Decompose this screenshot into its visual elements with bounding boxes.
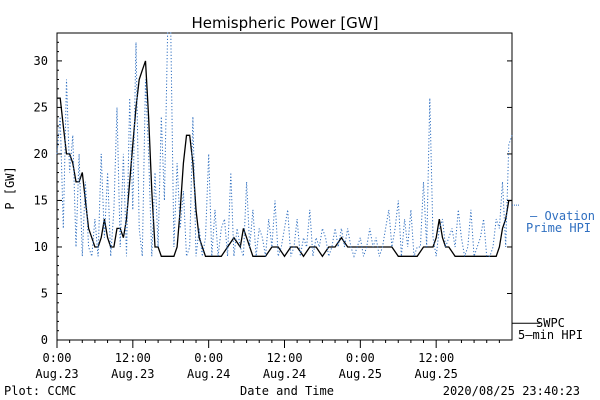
- plot-frame: [56, 32, 513, 341]
- x-tick-date-3: Aug.24: [263, 367, 306, 381]
- x-tick-date-4: Aug.25: [339, 367, 382, 381]
- y-axis-label: P [GW]: [3, 166, 17, 209]
- x-tick-date-0: Aug.23: [35, 367, 78, 381]
- x-axis-label: Date and Time: [240, 384, 334, 398]
- chart-title: Hemispheric Power [GW]: [192, 14, 379, 32]
- x-tick-date-5: Aug.25: [414, 367, 457, 381]
- x-tick-time-1: 12:00: [115, 351, 151, 365]
- x-tick-time-0: 0:00: [43, 351, 72, 365]
- x-tick-date-1: Aug.23: [111, 367, 154, 381]
- legend-swpc-line2: 5—min HPI: [518, 328, 583, 342]
- y-tick-label-5: 25: [34, 100, 48, 114]
- x-tick-date-2: Aug.24: [187, 367, 230, 381]
- footer-credit: Plot: CCMC: [4, 384, 76, 398]
- footer-timestamp: 2020/08/25 23:40:23: [443, 384, 580, 398]
- y-axis: 0 5 10 15 20 25 30: [34, 32, 512, 347]
- y-tick-label-2: 10: [34, 240, 48, 254]
- x-tick-time-5: 12:00: [418, 351, 454, 365]
- legend-ovation-line2: Prime HPI: [526, 221, 591, 235]
- x-axis: 0:00 Aug.23 12:00 Aug.23 0:00 Aug.24 12:00 Aug.…: [35, 340, 500, 381]
- legend-swpc-line1: SWPC: [536, 316, 565, 330]
- y-tick-label-1: 5: [41, 286, 48, 300]
- y-tick-label-3: 15: [34, 193, 48, 207]
- legend-ovation-line1: — Ovation: [530, 209, 595, 223]
- series-line-swpc: [57, 60, 512, 258]
- y-tick-label-0: 0: [41, 333, 48, 347]
- y-tick-label-4: 20: [34, 147, 48, 161]
- y-tick-label-6: 30: [34, 54, 48, 68]
- series-layer: [56, 32, 513, 258]
- x-tick-time-2: 0:00: [194, 351, 223, 365]
- x-tick-time-4: 0:00: [346, 351, 375, 365]
- x-tick-time-3: 12:00: [266, 351, 302, 365]
